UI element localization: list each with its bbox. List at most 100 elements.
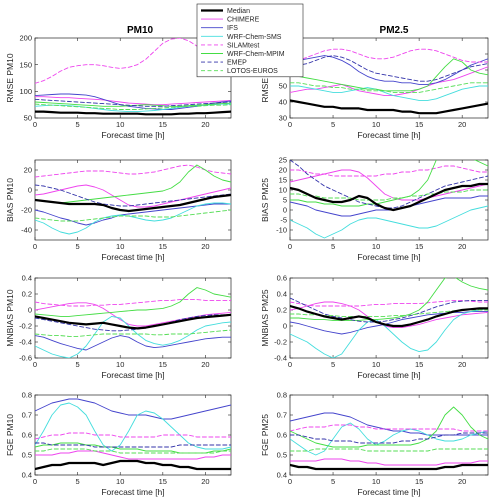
series-line-ifs [35, 398, 231, 420]
series-lines [290, 48, 488, 115]
y-axis-label: BIAS PM10 [5, 178, 15, 222]
series-line-lotos-euros [290, 448, 488, 452]
x-axis-label: Forecast time [h] [101, 252, 164, 262]
x-axis-label: Forecast time [h] [357, 487, 420, 497]
x-tick-label: 5 [76, 242, 80, 251]
panel-fge-pm25: 0 5 10 15 20 0.4 0.5 0.6 0.7 0.8 Forecast time [h]… [260, 391, 489, 497]
legend-label: CHIMERE [227, 17, 260, 24]
series-line-emep [290, 432, 488, 444]
y-tick-label: 40 [279, 98, 287, 107]
series-lines [290, 278, 488, 358]
x-axis-label: Forecast time [h] [101, 370, 164, 380]
x-axis-label: Forecast time [h] [357, 370, 420, 380]
y-tick-label: 0 [283, 322, 287, 331]
x-tick-label: 20 [201, 242, 209, 251]
series-line-chimere [290, 458, 488, 466]
series-line-median [35, 459, 231, 471]
y-axis-label: BIAS PM25 [260, 178, 270, 222]
y-tick-label: 0.2 [277, 306, 287, 315]
x-tick-label: 20 [458, 242, 466, 251]
series-line-wrf-chem-sms [35, 402, 231, 452]
series-line-chimere [35, 450, 231, 460]
series-line-wrf-chem-mpim [290, 406, 488, 448]
series-line-wrf-chem-mpim [290, 278, 488, 321]
series-line-silamtest [290, 165, 488, 177]
x-tick-label: 10 [372, 477, 380, 486]
x-tick-label: 5 [76, 120, 80, 129]
x-tick-label: 5 [331, 242, 335, 251]
series-line-chimere [290, 301, 488, 329]
y-tick-label: 0.6 [277, 274, 287, 283]
x-tick-label: 5 [331, 120, 335, 129]
legend-label: WRF-Chem-MPIM [227, 51, 285, 58]
y-tick-label: -20 [21, 206, 32, 215]
y-tick-label: 0.2 [22, 290, 32, 299]
x-tick-label: 15 [415, 360, 423, 369]
series-line-chimere [35, 96, 231, 106]
series-line-median [290, 99, 488, 115]
legend-label: WRF-Chem-SMS [227, 34, 282, 41]
y-tick-label: 0.6 [277, 431, 287, 440]
panel-fge-pm10: 0 5 10 15 20 0.4 0.5 0.6 0.7 0.8 Forecast time [h]… [5, 391, 232, 497]
series-line-wrf-chem-sms [290, 205, 488, 239]
x-tick-label: 10 [372, 120, 380, 129]
series-line-emep [35, 184, 231, 207]
x-tick-label: 20 [458, 477, 466, 486]
x-axis-label: Forecast time [h] [101, 487, 164, 497]
panel-bias-pm10: 0 5 10 15 20 -40 -20 0 20 Forecast time [h] BIAS P… [5, 159, 232, 262]
y-tick-label: 15 [279, 176, 287, 185]
x-axis-label: Forecast time [h] [357, 252, 420, 262]
y-tick-label: -0.2 [274, 338, 287, 347]
series-lines [35, 164, 231, 235]
series-line-chimere [290, 66, 488, 97]
series-line-median [290, 182, 488, 212]
series-line-wrf-chem-mpim [35, 164, 231, 204]
series-lines [35, 287, 231, 358]
x-tick-label: 0 [288, 242, 292, 251]
y-axis-label: FGE PM10 [5, 414, 15, 456]
y-tick-label: -0.4 [19, 338, 32, 347]
series-line-lotos-euros [290, 82, 488, 93]
x-tick-label: 10 [372, 360, 380, 369]
series-line-lotos-euros [35, 448, 231, 454]
y-axis-label: FGE PM25 [260, 414, 270, 456]
series-line-wrf-chem-sms [290, 422, 488, 456]
y-tick-label: 0.7 [22, 411, 32, 420]
series-line-ifs [35, 335, 231, 351]
series-line-chimere [35, 184, 231, 208]
x-tick-label: 5 [76, 360, 80, 369]
column-title-pm10: PM10 [127, 25, 154, 36]
y-tick-label: 0.6 [22, 431, 32, 440]
x-tick-label: 15 [415, 120, 423, 129]
x-tick-label: 0 [288, 120, 292, 129]
y-tick-label: -5 [280, 216, 287, 225]
series-line-median [35, 313, 231, 330]
y-tick-label: 200 [19, 34, 32, 43]
series-lines [290, 160, 488, 239]
x-tick-label: 10 [116, 360, 124, 369]
series-line-wrf-chem-mpim [290, 58, 488, 92]
legend-label: EMEP [227, 60, 247, 67]
x-tick-label: 15 [159, 242, 167, 251]
x-tick-label: 0 [288, 477, 292, 486]
x-tick-label: 0 [33, 120, 37, 129]
panel-mnbias-pm25: 0 5 10 15 20 -0.4 -0.2 0 0.2 0.4 0.6 Forecast time … [260, 274, 489, 380]
y-tick-label: 0.5 [22, 451, 32, 460]
legend-box [196, 3, 304, 78]
y-tick-label: 0.4 [277, 471, 287, 480]
y-tick-label: 0.7 [277, 411, 287, 420]
y-tick-label: 0.8 [22, 391, 32, 400]
series-line-emep [35, 442, 231, 448]
y-tick-label: 25 [279, 156, 287, 165]
x-tick-label: 0 [33, 242, 37, 251]
series-lines [35, 398, 231, 471]
x-tick-label: 15 [415, 242, 423, 251]
y-tick-label: -10 [276, 226, 287, 235]
legend-label: SILAMtest [227, 42, 259, 49]
series-line-emep [290, 55, 488, 82]
y-tick-label: -0.4 [274, 354, 287, 363]
series-line-wrf-chem-sms [290, 85, 488, 101]
series-line-lotos-euros [35, 329, 231, 337]
y-tick-label: 100 [19, 87, 32, 96]
